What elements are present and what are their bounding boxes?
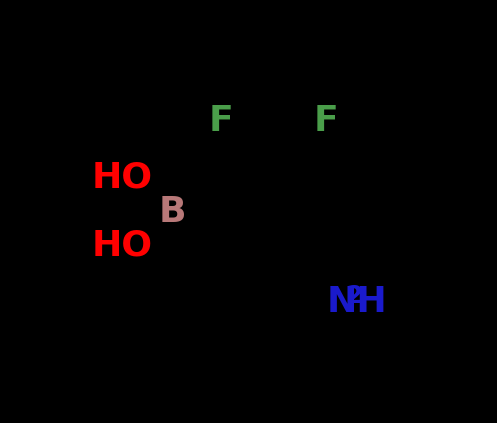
Text: HO: HO [91,160,153,195]
Text: NH: NH [327,286,387,319]
Text: HO: HO [91,228,153,263]
Text: F: F [314,104,339,137]
Text: F: F [209,104,234,137]
Text: B: B [159,195,186,228]
Text: 2: 2 [346,284,363,308]
